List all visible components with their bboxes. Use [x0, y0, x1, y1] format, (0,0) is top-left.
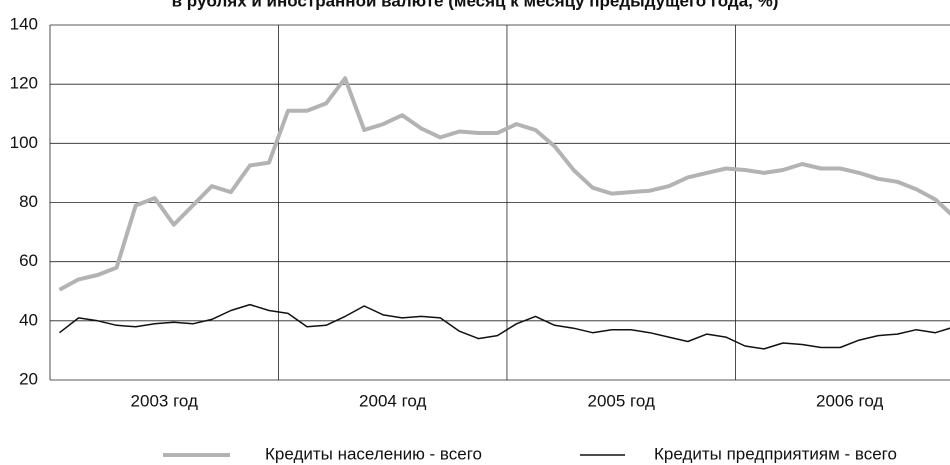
y-tick-label: 100: [10, 133, 38, 152]
y-tick-label: 60: [19, 251, 38, 270]
series-line: [59, 303, 950, 350]
chart-title: в рублях и иностранной валюте (месяц к м…: [172, 0, 779, 10]
legend: Кредиты населению - всего Кредиты предпри…: [163, 444, 897, 463]
plot-lines: [58, 76, 950, 350]
x-tick-label: 2003 год: [131, 391, 198, 410]
x-tick-label: 2005 год: [588, 391, 655, 410]
x-tick-label: 2006 год: [816, 391, 883, 410]
y-tick-label: 120: [10, 74, 38, 93]
x-tick-label: 2004 год: [359, 391, 426, 410]
grid: 20 40 60 80 100 120 140 2003 год 2004 год 2005 го…: [10, 14, 950, 410]
y-tick-label: 140: [10, 14, 38, 33]
legend-label: Кредиты населению - всего: [265, 444, 482, 463]
y-tick-label: 80: [19, 192, 38, 211]
y-tick-label: 20: [19, 369, 38, 388]
y-tick-label: 40: [19, 310, 38, 329]
legend-label: Кредиты предприятиям - всего: [654, 444, 897, 463]
series-line: [58, 76, 950, 292]
